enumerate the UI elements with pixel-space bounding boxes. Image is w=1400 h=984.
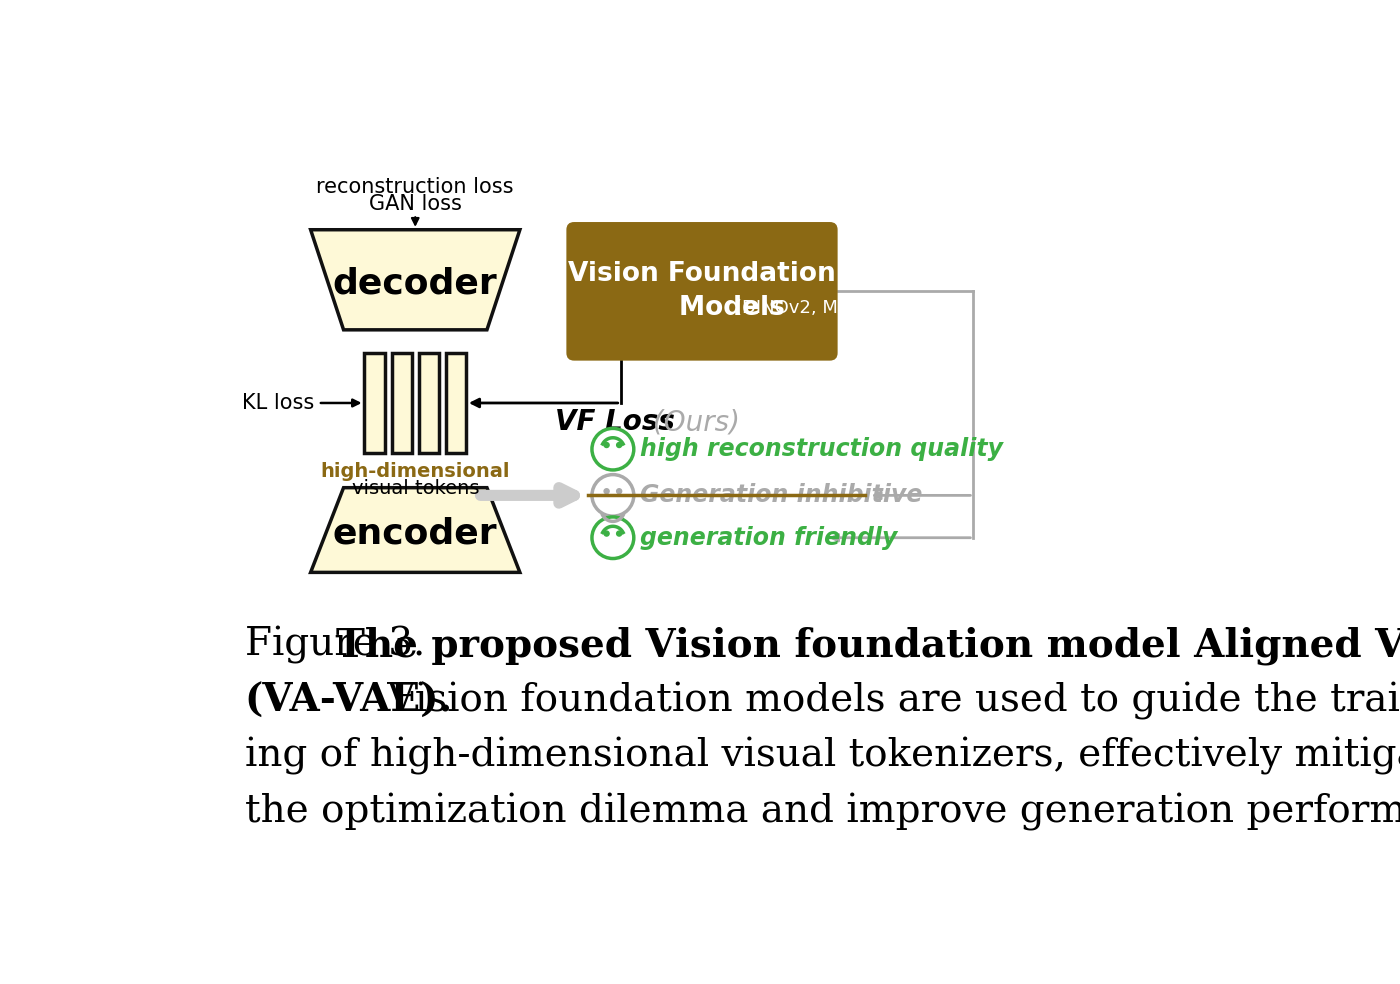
Text: reconstruction loss: reconstruction loss	[316, 177, 514, 198]
Text: Vision foundation models are used to guide the train-: Vision foundation models are used to gui…	[375, 682, 1400, 719]
Circle shape	[616, 443, 622, 448]
Polygon shape	[311, 488, 519, 573]
Circle shape	[603, 489, 609, 494]
Polygon shape	[311, 229, 519, 330]
Text: high-dimensional: high-dimensional	[321, 462, 510, 481]
Text: (Ours): (Ours)	[644, 408, 739, 436]
Bar	[364, 353, 385, 453]
Bar	[419, 353, 438, 453]
Text: Generation inhibitive: Generation inhibitive	[640, 483, 923, 508]
Text: Vision Foundation: Vision Foundation	[568, 262, 836, 287]
Text: visual tokens: visual tokens	[351, 479, 479, 498]
Text: (DINOv2, MAE ...): (DINOv2, MAE ...)	[735, 299, 892, 317]
Text: high reconstruction quality: high reconstruction quality	[640, 437, 1002, 461]
Text: generation friendly: generation friendly	[640, 525, 897, 550]
Circle shape	[616, 489, 622, 494]
Text: (VA-VAE).: (VA-VAE).	[245, 682, 452, 719]
Circle shape	[603, 531, 609, 536]
FancyBboxPatch shape	[567, 222, 837, 360]
Text: ing of high-dimensional visual tokenizers, effectively mitigating: ing of high-dimensional visual tokenizer…	[245, 737, 1400, 775]
Text: KL loss: KL loss	[242, 393, 314, 413]
Bar	[445, 353, 466, 453]
Text: encoder: encoder	[333, 517, 497, 551]
Text: The proposed Vision foundation model Aligned VAE: The proposed Vision foundation model Ali…	[336, 626, 1400, 665]
Text: decoder: decoder	[333, 267, 497, 301]
Text: Figure 3.: Figure 3.	[245, 626, 437, 664]
Bar	[392, 353, 412, 453]
Circle shape	[603, 443, 609, 448]
Text: the optimization dilemma and improve generation performance.: the optimization dilemma and improve gen…	[245, 792, 1400, 830]
Text: VF Loss: VF Loss	[554, 408, 675, 436]
Text: GAN loss: GAN loss	[368, 194, 462, 215]
Circle shape	[616, 531, 622, 536]
Text: Models: Models	[679, 295, 794, 321]
